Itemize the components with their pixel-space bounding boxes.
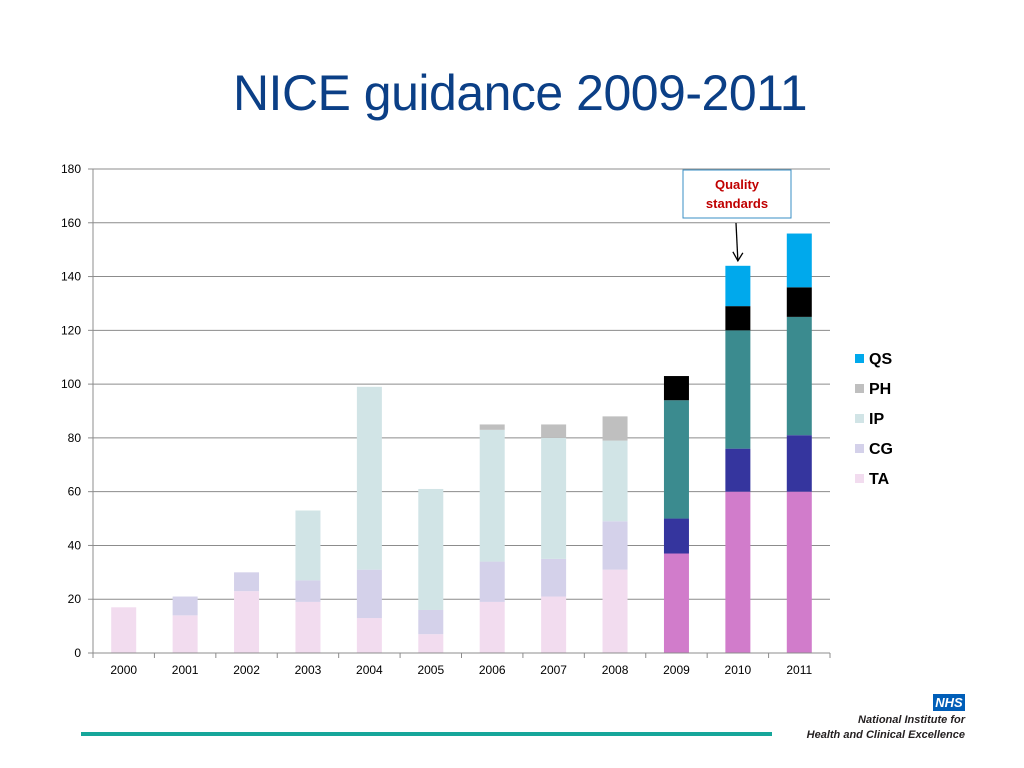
x-tick-label: 2003 [295, 663, 322, 677]
bar-segment-ph [725, 306, 751, 331]
bar-segment-ta [234, 591, 260, 653]
legend-label-ip: IP [869, 411, 884, 428]
x-tick-label: 2001 [172, 663, 199, 677]
organisation-name-line2: Health and Clinical Excellence [806, 729, 965, 741]
bar-segment-cg [725, 448, 751, 492]
bar-segment-ip [479, 429, 505, 562]
x-tick-label: 2011 [786, 663, 812, 677]
bar-segment-ph [541, 424, 567, 438]
x-tick-label: 2000 [110, 663, 137, 677]
bar-segment-ip [295, 510, 321, 581]
bar-segment-ta [725, 491, 751, 653]
bar-segment-ip [725, 330, 751, 449]
y-tick-label: 60 [68, 485, 82, 499]
quality-standards-callout: Quality standards [682, 169, 792, 263]
x-tick-label: 2004 [356, 663, 383, 677]
bar-segment-cg [234, 572, 260, 592]
bar-segment-ph [479, 424, 505, 430]
y-tick-label: 180 [61, 162, 81, 176]
bar-segment-qs [786, 233, 812, 288]
legend: QS PH IP CG TA [855, 351, 893, 488]
callout-text-line1: Quality [715, 177, 760, 192]
legend-label-cg: CG [869, 441, 893, 458]
y-tick-label: 100 [61, 377, 81, 391]
legend-swatch-qs [855, 354, 864, 363]
organisation-name-line1: National Institute for [858, 714, 965, 726]
callout-text-line2: standards [706, 196, 768, 211]
callout-arrow-head [732, 251, 744, 263]
bar-segment-cg [541, 558, 567, 597]
bar-segment-ta [663, 553, 689, 653]
legend-swatch-ph [855, 384, 864, 393]
bar-segment-cg [295, 580, 321, 602]
bar-segment-ph [663, 376, 689, 401]
bar-segment-ta [418, 634, 444, 653]
nhs-logo: NHS [933, 694, 965, 711]
x-tick-label: 2005 [417, 663, 444, 677]
y-tick-label: 160 [61, 216, 81, 230]
bar-segment-ip [786, 316, 812, 436]
y-tick-label: 120 [61, 323, 81, 337]
bar-segment-cg [356, 569, 382, 619]
bar-segment-ip [663, 400, 689, 519]
x-tick-label: 2010 [725, 663, 752, 677]
bar-segment-cg [418, 609, 444, 635]
callout-arrow-line [735, 222, 739, 261]
x-tick-label: 2008 [602, 663, 629, 677]
bar-segment-ta [172, 615, 198, 653]
y-tick-label: 0 [74, 646, 81, 660]
bar-segment-cg [663, 518, 689, 554]
y-tick-label: 20 [68, 592, 82, 606]
bar-segment-ip [356, 386, 382, 570]
stacked-bar-chart: 0 20 40 60 80 100 120 140 160 180 2000 2001 2002 2003… [61, 162, 893, 677]
y-tick-label: 40 [68, 538, 82, 552]
bar-segment-ip [418, 488, 444, 610]
x-tick-label: 2006 [479, 663, 506, 677]
bar-segment-ta [479, 601, 505, 653]
legend-swatch-ta [855, 474, 864, 483]
legend-label-ta: TA [869, 471, 890, 488]
gridlines [93, 168, 830, 600]
bar-segment-ta [356, 618, 382, 653]
bar-segment-cg [786, 435, 812, 492]
bar-segment-ph [602, 416, 628, 441]
legend-swatch-ip [855, 414, 864, 423]
legend-label-qs: QS [869, 351, 892, 368]
bars [111, 233, 812, 653]
bar-segment-ph [786, 287, 812, 317]
bar-segment-ip [541, 437, 567, 559]
bar-segment-ip [602, 440, 628, 522]
footer-divider [81, 732, 772, 736]
axes: 0 20 40 60 80 100 120 140 160 180 2000 2001 2002 2003… [61, 162, 831, 677]
bar-segment-ta [602, 569, 628, 653]
bar-segment-ta [111, 607, 137, 653]
x-tick-label: 2002 [233, 663, 260, 677]
x-tick-label: 2009 [663, 663, 690, 677]
organisation-name: National Institute for Health and Clinic… [807, 713, 965, 743]
bar-segment-ta [295, 601, 321, 653]
bar-segment-cg [602, 521, 628, 570]
bar-segment-ta [786, 491, 812, 653]
legend-label-ph: PH [869, 381, 891, 398]
slide-title: NICE guidance 2009-2011 [232, 65, 808, 121]
x-tick-label: 2007 [540, 663, 567, 677]
bar-segment-qs [725, 265, 751, 307]
y-tick-label: 80 [68, 431, 82, 445]
bar-segment-cg [479, 561, 505, 602]
y-tick-label: 140 [61, 270, 81, 284]
bar-segment-ta [541, 596, 567, 653]
callout-box [682, 169, 792, 219]
legend-swatch-cg [855, 444, 864, 453]
bar-segment-cg [172, 596, 198, 616]
